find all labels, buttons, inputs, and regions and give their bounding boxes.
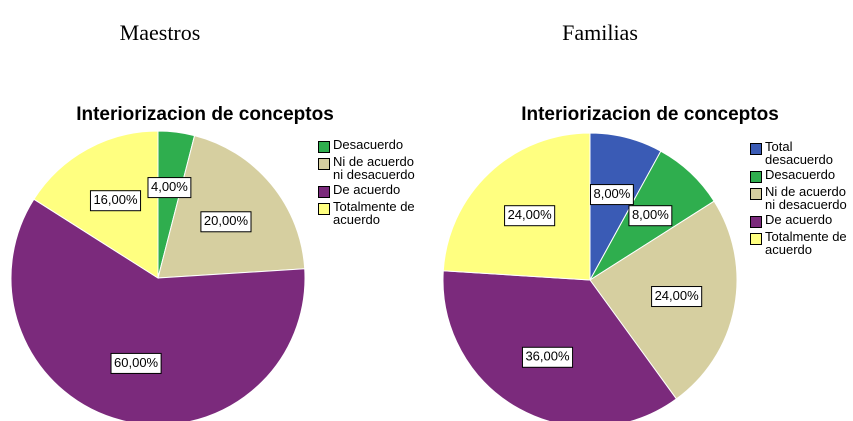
legend-label: De acuerdo — [333, 182, 401, 197]
legend-swatch — [750, 143, 762, 155]
value-label-box — [521, 346, 574, 368]
pie-slice — [157, 135, 306, 279]
pie-slice — [10, 198, 306, 421]
value-label-box — [504, 205, 556, 227]
pie-slice — [442, 270, 678, 421]
value-label: 8,00% — [593, 186, 630, 201]
legend-item: Ni de acuerdo ni desacuerdo — [318, 155, 419, 181]
value-label-box — [147, 177, 192, 199]
value-label-box — [628, 205, 673, 227]
legend-label: Desacuerdo — [333, 137, 404, 152]
legend-label: Totalmente de acuerdo — [333, 199, 415, 227]
legend-swatch — [318, 141, 330, 153]
value-label-box — [110, 352, 162, 374]
legend-label: Total desacuerdo — [765, 139, 833, 167]
value-label-box — [200, 211, 252, 233]
heading: Familias — [562, 20, 638, 45]
value-label: 24,00% — [508, 207, 553, 222]
legend-swatch — [318, 186, 330, 198]
value-label: 60,00% — [114, 355, 159, 370]
legend-swatch — [318, 158, 330, 170]
legend-swatch — [750, 216, 762, 228]
legend-item: De acuerdo — [318, 183, 419, 198]
value-label: 20,00% — [204, 213, 249, 228]
legend-swatch — [750, 233, 762, 245]
value-label: 36,00% — [525, 349, 570, 364]
legend-item: Totalmente de acuerdo — [318, 200, 419, 226]
legend-swatch — [750, 188, 762, 200]
legend-label: Totalmente de acuerdo — [765, 229, 847, 257]
legend-label: De acuerdo — [765, 212, 833, 227]
legend-swatch — [750, 171, 762, 183]
legend-item: De acuerdo — [750, 213, 851, 228]
value-label-box — [651, 286, 703, 308]
value-label: 16,00% — [93, 192, 138, 207]
legend-item: Ni de acuerdo ni desacuerdo — [750, 185, 851, 211]
value-label: 8,00% — [632, 207, 669, 222]
legend: Total desacuerdo Desacuerdo Ni de acuerdo … — [750, 140, 851, 258]
chart-title: Interiorizacion de conceptos — [76, 104, 334, 125]
value-label-box — [589, 184, 634, 206]
value-label: 4,00% — [151, 179, 188, 194]
legend-item: Total desacuerdo — [750, 140, 851, 166]
legend-item: Totalmente de acuerdo — [750, 230, 851, 256]
legend-item: Desacuerdo — [750, 168, 851, 183]
heading: Maestros — [120, 20, 201, 45]
legend-label: Desacuerdo — [765, 167, 836, 182]
chart-title: Interiorizacion de conceptos — [521, 104, 779, 125]
legend: Desacuerdo Ni de acuerdo ni desacuerdo De … — [318, 138, 419, 228]
legend-label: Ni de acuerdo ni desacuerdo — [765, 184, 847, 212]
legend-item: Desacuerdo — [318, 138, 419, 153]
legend-swatch — [318, 203, 330, 215]
value-label-box — [89, 190, 142, 212]
value-label: 24,00% — [655, 288, 700, 303]
legend-label: Ni de acuerdo ni desacuerdo — [333, 154, 415, 182]
